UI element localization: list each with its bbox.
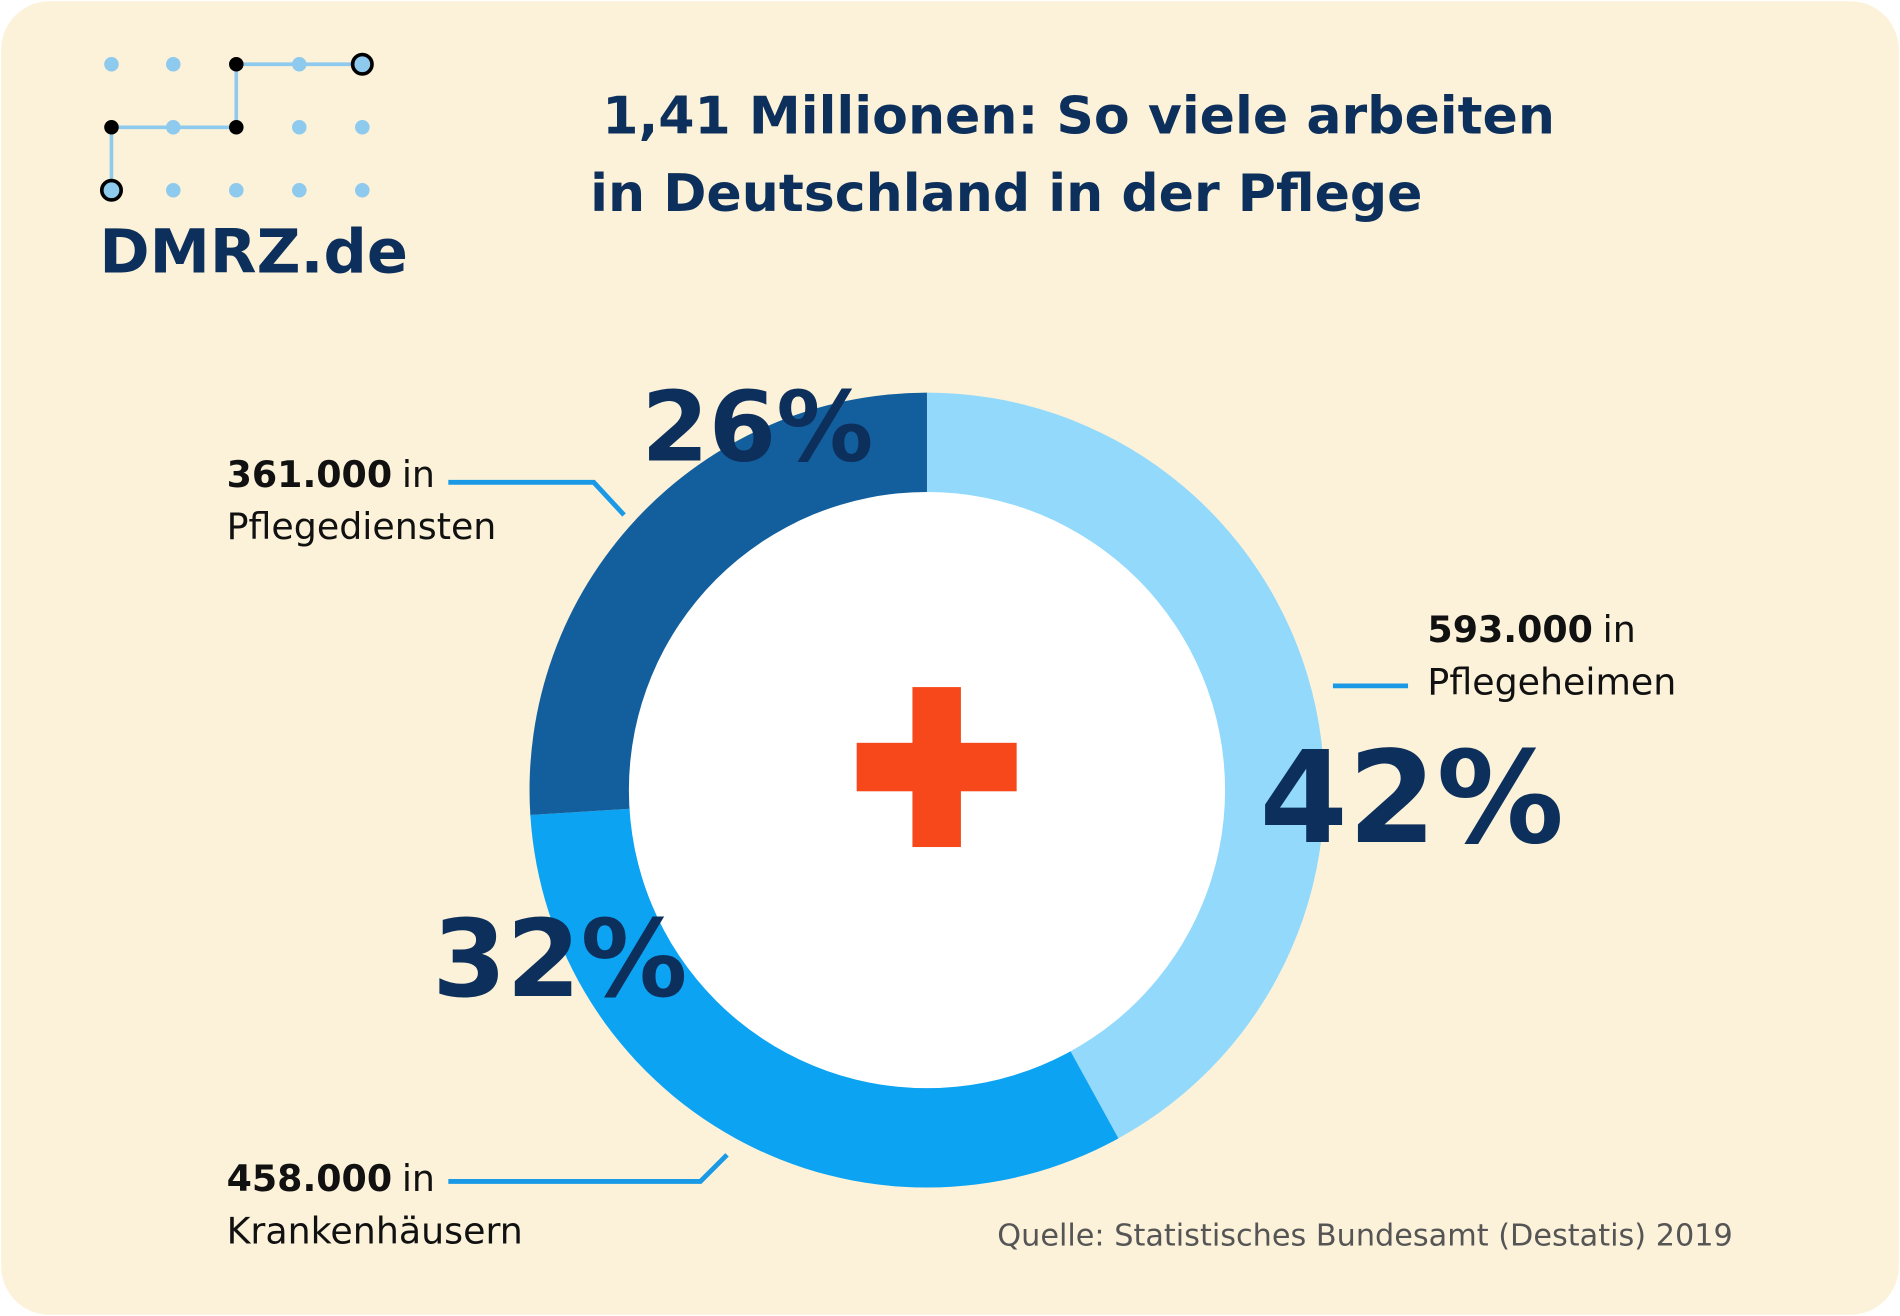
count-label: 361.000 in xyxy=(227,453,435,496)
leader-line xyxy=(448,479,626,517)
logo-grid xyxy=(99,52,374,202)
chart-title: in Deutschland in der Pflege xyxy=(590,164,1422,224)
logo-text: DMRZ.de xyxy=(99,218,408,288)
red-cross xyxy=(856,687,1017,848)
chart-title: 1,41 Millionen: So viele arbeiten xyxy=(602,86,1555,146)
value-label: 42% xyxy=(1259,725,1564,873)
label-joiner: in xyxy=(1603,608,1636,651)
count-label: 593.000 in xyxy=(1427,608,1635,651)
count-label: 458.000 in xyxy=(227,1157,435,1200)
count: 458.000 xyxy=(227,1157,393,1200)
value-label: 32% xyxy=(432,898,687,1022)
label-joiner: in xyxy=(402,453,435,496)
leader-line xyxy=(448,1153,729,1184)
value-label: 26% xyxy=(641,370,873,483)
label-joiner: in xyxy=(402,1157,435,1200)
count: 593.000 xyxy=(1427,608,1593,651)
source: Quelle: Statistisches Bundesamt (Destati… xyxy=(997,1219,1732,1254)
category-label: Krankenhäusern xyxy=(227,1209,523,1252)
category-label: Pflegediensten xyxy=(227,505,497,548)
category-label: Pflegeheimen xyxy=(1427,660,1676,703)
count: 361.000 xyxy=(227,453,393,496)
